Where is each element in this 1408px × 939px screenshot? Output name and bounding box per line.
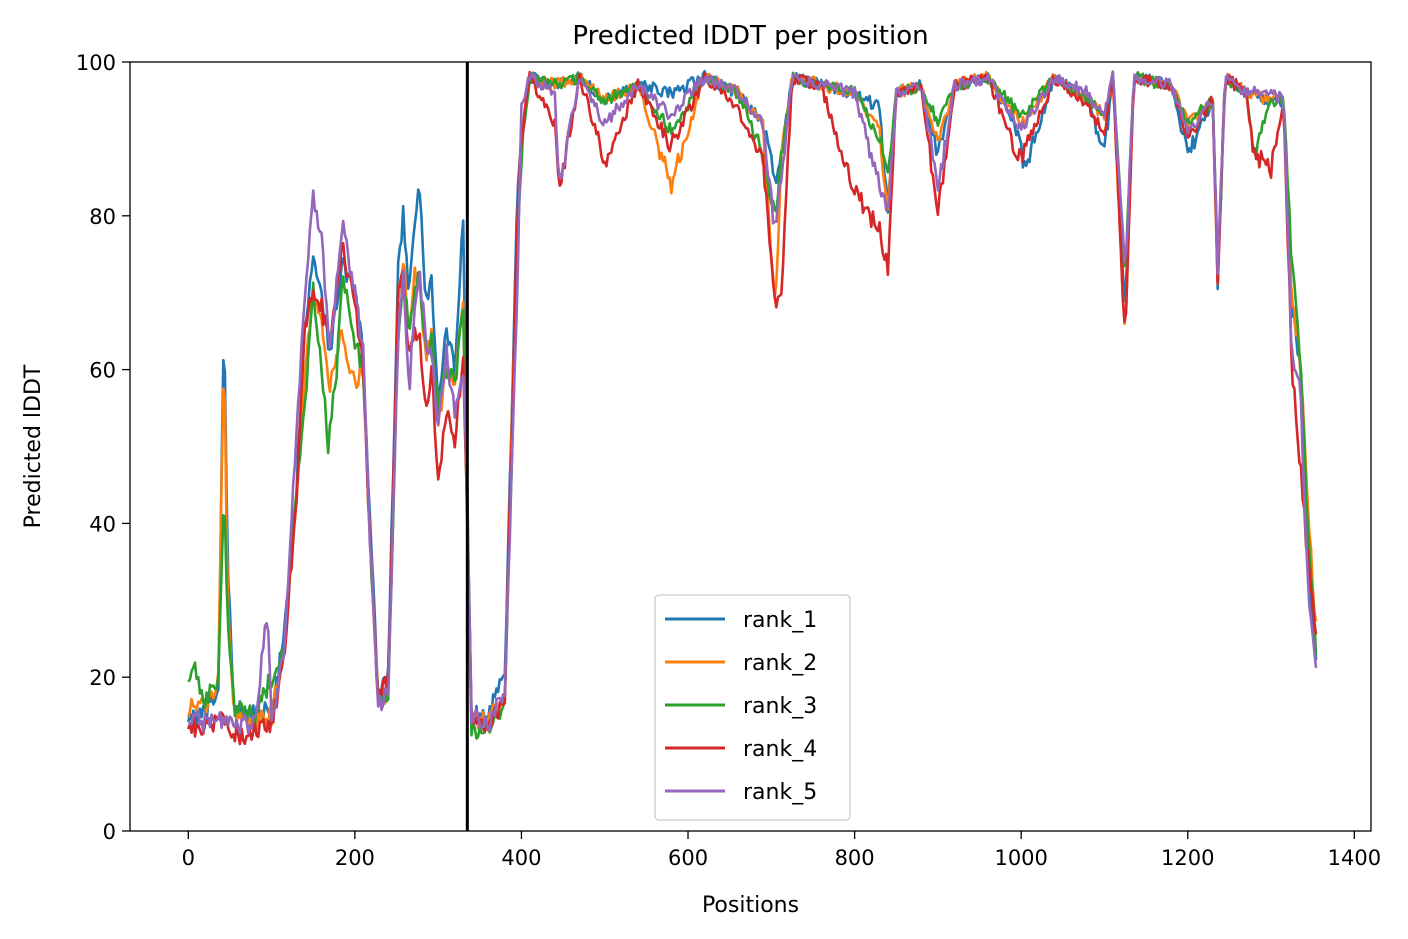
y-tick-label: 40 — [89, 512, 116, 536]
chart-title: Predicted lDDT per position — [572, 21, 928, 51]
x-tick-label: 600 — [668, 846, 708, 870]
legend-label-rank_1: rank_1 — [743, 608, 817, 633]
y-tick-label: 60 — [89, 359, 116, 383]
y-tick-label: 20 — [89, 666, 116, 690]
series-line-rank_5 — [188, 70, 1318, 735]
legend-box — [654, 594, 851, 821]
y-axis-ticks: 0 20 40 60 80 100 — [76, 51, 130, 844]
legend-label-rank_3: rank_3 — [743, 694, 817, 719]
y-tick-label: 100 — [76, 51, 116, 75]
x-tick-label: 200 — [335, 846, 375, 870]
legend-label-rank_4: rank_4 — [743, 737, 817, 762]
legend-label-rank_5: rank_5 — [743, 780, 817, 805]
legend-label-rank_2: rank_2 — [743, 651, 817, 676]
x-tick-label: 1400 — [1328, 846, 1381, 870]
x-tick-label: 800 — [835, 846, 875, 870]
y-axis-label: Predicted lDDT — [21, 364, 46, 528]
x-tick-label: 1000 — [994, 846, 1047, 870]
x-axis-label: Positions — [702, 893, 799, 918]
series-layer — [187, 69, 1318, 746]
x-tick-label: 400 — [501, 846, 541, 870]
x-axis-ticks: 0 200 400 600 800 1000 1200 1400 — [182, 831, 1381, 870]
plot-area-frame — [129, 61, 1372, 832]
y-tick-label: 0 — [103, 820, 116, 844]
y-tick-label: 80 — [89, 205, 116, 229]
x-tick-label: 1200 — [1161, 846, 1214, 870]
legend: rank_1 rank_2 rank_3 rank_4 rank_5 — [654, 594, 851, 821]
x-tick-label: 0 — [182, 846, 195, 870]
